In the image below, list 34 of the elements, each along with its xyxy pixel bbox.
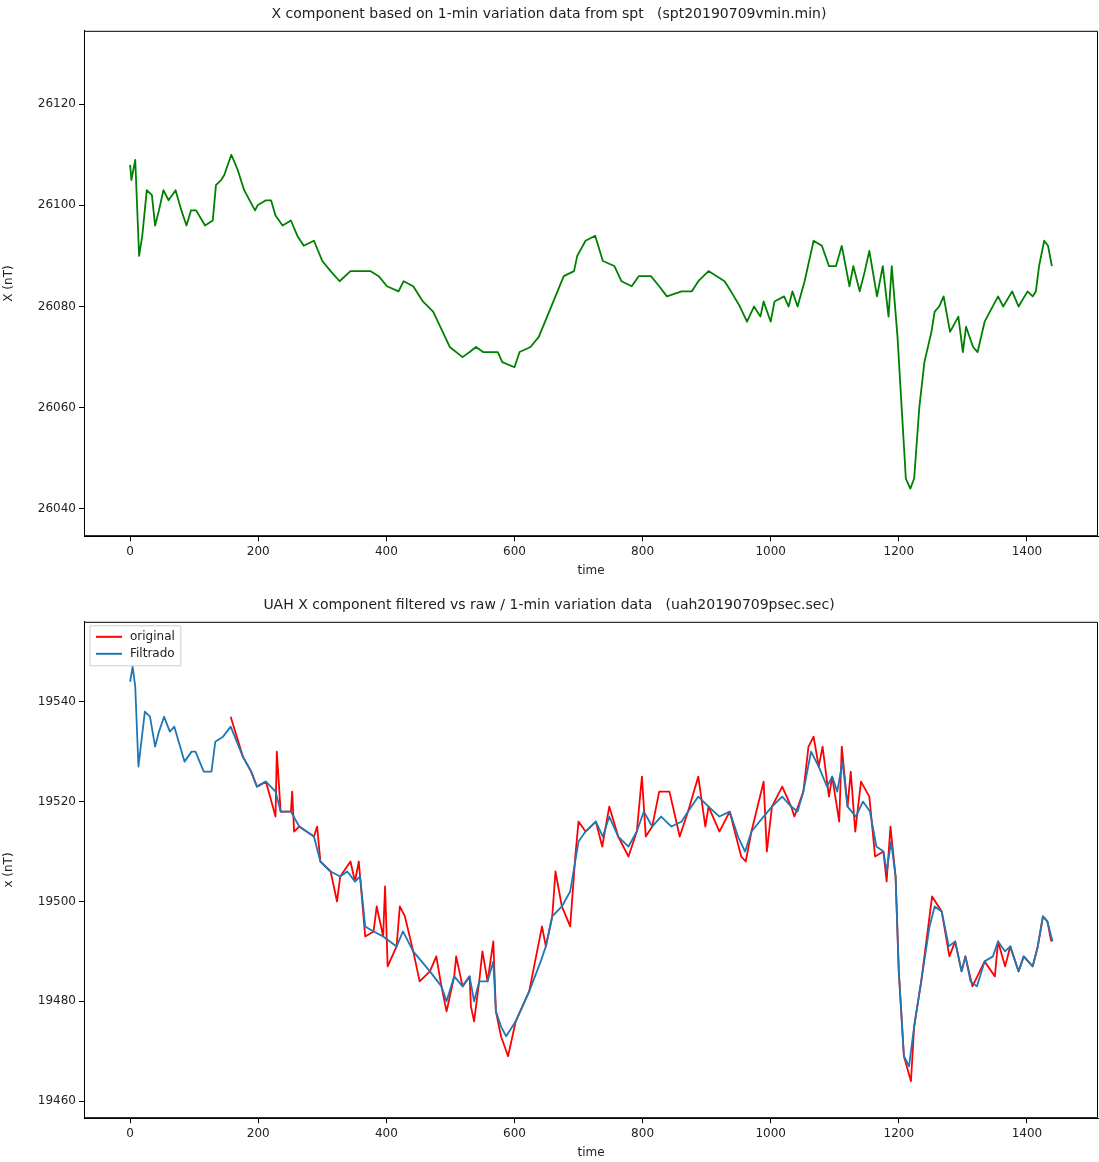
chart-title: UAH X component filtered vs raw / 1-min variation data (uah20190709psec.sec) [263, 596, 835, 613]
x-tick-label: 1000 [755, 1125, 786, 1140]
x-tick-label: 600 [503, 543, 526, 558]
y-axis-title: x (nT) [1, 852, 16, 888]
x-tick-label: 200 [246, 543, 270, 558]
x-tick-label: 400 [374, 543, 398, 558]
y-tick-label: 19520 [37, 793, 76, 808]
y-tick-label: 19500 [37, 893, 76, 908]
x-tick-label: 800 [631, 1125, 655, 1140]
x-tick-label: 1000 [755, 543, 786, 558]
y-tick-label: 19540 [37, 693, 76, 708]
x-tick-label: 800 [631, 543, 655, 558]
x-axis-title: time [577, 562, 605, 577]
x-tick-label: 0 [126, 543, 134, 558]
x-tick-label: 0 [126, 1125, 134, 1140]
x-tick-label: 1200 [883, 1125, 915, 1140]
x-tick-label: 1400 [1011, 1125, 1043, 1140]
y-tick-label: 26120 [37, 96, 76, 111]
y-tick-label: 26100 [37, 197, 76, 212]
x-tick-label: 200 [246, 1125, 270, 1140]
y-tick-label: 26060 [37, 399, 76, 414]
y-tick-label: 26040 [37, 501, 76, 516]
chart-title: X component based on 1-min variation data from spt (spt20190709vmin.min) [271, 5, 827, 22]
x-tick-label: 1200 [883, 543, 915, 558]
y-axis-title: X (nT) [1, 265, 16, 302]
y-tick-label: 26080 [37, 298, 76, 313]
x-tick-label: 600 [503, 1125, 526, 1140]
x-axis-title: time [577, 1144, 605, 1159]
y-tick-label: 19480 [37, 993, 76, 1008]
y-tick-label: 19460 [37, 1093, 76, 1108]
legend-label: original [130, 628, 175, 643]
legend-label: Filtrado [130, 645, 175, 660]
x-tick-label: 1400 [1011, 543, 1043, 558]
x-tick-label: 400 [374, 1125, 398, 1140]
